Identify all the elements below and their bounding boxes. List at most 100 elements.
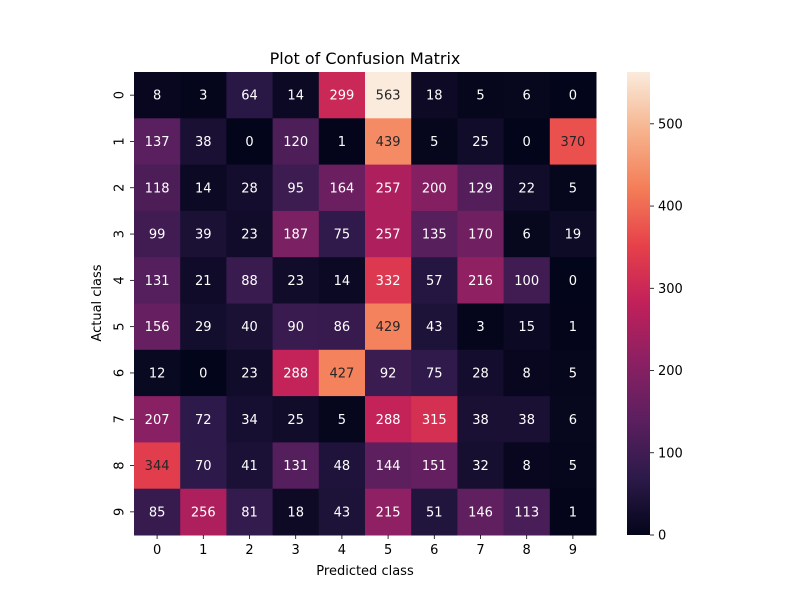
heatmap-cell-5-1 (180, 303, 227, 351)
y-tick-label: 8 (113, 461, 128, 469)
cell-value-label: 41 (241, 459, 258, 474)
cell-value-label: 34 (241, 413, 258, 428)
cell-value-label: 129 (468, 181, 493, 196)
heatmap-cell-4-1 (180, 257, 227, 304)
heatmap-cell-8-3 (272, 442, 320, 490)
heatmap-cell-9-2 (226, 488, 274, 536)
colorbar-tick-label: 100 (658, 446, 683, 461)
cell-value-label: 120 (283, 135, 308, 150)
heatmap-cell-7-7 (457, 396, 505, 443)
heatmap-cell-4-4 (318, 257, 366, 304)
cell-value-label: 86 (334, 320, 351, 335)
y-tick-label: 7 (113, 415, 128, 423)
colorbar-tick-label: 400 (658, 200, 683, 215)
heatmap-cell-7-0 (134, 396, 181, 443)
cell-value-label: 75 (426, 366, 443, 381)
heatmap-cell-6-5 (365, 349, 412, 397)
cell-value-label: 144 (376, 459, 401, 474)
cell-value-label: 70 (195, 459, 212, 474)
heatmap-cell-7-4 (318, 396, 366, 443)
heatmap-cell-6-8 (503, 349, 551, 397)
cell-value-label: 0 (569, 274, 577, 289)
cell-value-label: 43 (334, 505, 351, 520)
heatmap-cell-7-3 (272, 396, 320, 443)
colorbar-tick-label: 500 (658, 117, 683, 132)
y-tick-label: 5 (113, 323, 128, 331)
cell-value-label: 25 (472, 135, 489, 150)
x-tick-label: 6 (430, 543, 438, 558)
heatmap-cell-4-3 (272, 257, 320, 304)
cell-value-label: 40 (241, 320, 258, 335)
cell-value-label: 200 (422, 181, 447, 196)
cell-value-label: 1 (569, 505, 577, 520)
heatmap-cell-5-2 (226, 303, 274, 351)
heatmap-cell-9-0 (134, 488, 181, 536)
cell-value-label: 207 (145, 413, 170, 428)
heatmap-cell-4-8 (503, 257, 551, 304)
x-tick-label: 0 (153, 543, 161, 558)
colorbar-tick-label: 0 (658, 529, 666, 544)
cell-value-label: 1 (338, 135, 346, 150)
cell-value-label: 257 (376, 228, 401, 243)
cell-value-label: 88 (241, 274, 258, 289)
cell-value-label: 5 (569, 459, 577, 474)
cell-value-label: 92 (380, 366, 397, 381)
heatmap-cell-9-1 (180, 488, 227, 536)
x-tick-label: 5 (384, 543, 392, 558)
heatmap-cell-0-9 (549, 72, 597, 119)
heatmap-cell-0-3 (272, 72, 320, 119)
cell-value-label: 0 (523, 135, 531, 150)
heatmap-cell-5-4 (318, 303, 366, 351)
cell-value-label: 135 (422, 228, 447, 243)
heatmap-cell-6-3 (272, 349, 320, 397)
cell-value-label: 315 (422, 413, 447, 428)
cell-value-label: 14 (287, 89, 304, 104)
heatmap-cell-2-3 (272, 164, 320, 212)
heatmap-cells (134, 72, 597, 536)
heatmap-cell-0-7 (457, 72, 505, 119)
cell-value-label: 151 (422, 459, 447, 474)
cell-value-label: 90 (287, 320, 304, 335)
heatmap-cell-8-0 (134, 442, 181, 490)
cell-value-label: 429 (376, 320, 401, 335)
heatmap-cell-5-3 (272, 303, 320, 351)
heatmap-cell-3-6 (411, 210, 458, 258)
heatmap-cell-7-6 (411, 396, 458, 443)
cell-value-label: 22 (518, 181, 535, 196)
cell-value-label: 3 (476, 320, 484, 335)
cell-value-label: 14 (334, 274, 351, 289)
cell-value-label: 6 (523, 89, 531, 104)
cell-value-label: 48 (334, 459, 351, 474)
heatmap-cell-8-6 (411, 442, 458, 490)
heatmap-cell-6-4 (318, 349, 366, 397)
cell-value-label: 29 (195, 320, 212, 335)
cell-value-label: 32 (472, 459, 489, 474)
heatmap-cell-9-9 (549, 488, 597, 536)
cell-value-label: 12 (149, 366, 166, 381)
cell-value-label: 256 (191, 505, 216, 520)
heatmap-cell-4-9 (549, 257, 597, 304)
heatmap-cell-4-7 (457, 257, 505, 304)
heatmap-cell-8-8 (503, 442, 551, 490)
cell-value-label: 5 (476, 89, 484, 104)
cell-value-label: 164 (329, 181, 354, 196)
cell-value-label: 8 (153, 89, 161, 104)
cell-value-label: 15 (518, 320, 535, 335)
heatmap-cell-2-9 (549, 164, 597, 212)
heatmap-cell-5-7 (457, 303, 505, 351)
heatmap-cell-1-7 (457, 118, 505, 166)
heatmap-cell-4-2 (226, 257, 274, 304)
heatmap-cell-8-9 (549, 442, 597, 490)
cell-value-label: 131 (145, 274, 170, 289)
cell-value-label: 99 (149, 228, 166, 243)
cell-value-label: 21 (195, 274, 212, 289)
heatmap-cell-4-5 (365, 257, 412, 304)
heatmap-cell-6-2 (226, 349, 274, 397)
cell-value-label: 439 (376, 135, 401, 150)
heatmap-cell-6-9 (549, 349, 597, 397)
cell-value-label: 28 (472, 366, 489, 381)
cell-value-label: 72 (195, 413, 212, 428)
heatmap-cell-0-4 (318, 72, 366, 119)
heatmap-cell-0-6 (411, 72, 458, 119)
